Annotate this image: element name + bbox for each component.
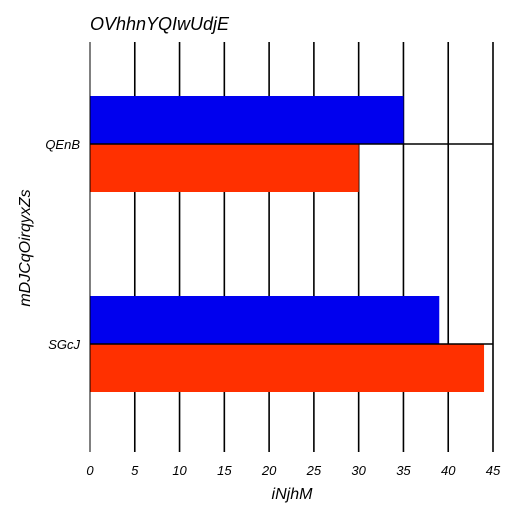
- x-tick-labels: 0 5 10 15 20 25 30 35 40 45: [86, 463, 501, 478]
- x-tick-label-45: 45: [486, 463, 501, 478]
- x-tick-label-20: 20: [261, 463, 277, 478]
- category-reference-lines: [90, 143, 493, 345]
- x-tick-label-0: 0: [86, 463, 94, 478]
- x-axis-label: iNjhM: [272, 486, 314, 503]
- chart-title: OVhhnYQIwUdjE: [90, 14, 230, 34]
- x-tick-label-35: 35: [396, 463, 411, 478]
- bar-sgcj-series-1: [90, 296, 440, 344]
- bar-qenb-series-1: [90, 96, 404, 144]
- x-tick-label-10: 10: [172, 463, 187, 478]
- x-tick-label-15: 15: [217, 463, 232, 478]
- x-tick-label-40: 40: [441, 463, 456, 478]
- bar-qenb-series-2: [90, 144, 359, 192]
- bar-sgcj-series-2: [90, 344, 485, 392]
- y-tick-labels: QEnB SGcJ: [45, 137, 80, 352]
- y-tick-label-sgcj: SGcJ: [48, 337, 80, 352]
- x-tick-label-5: 5: [131, 463, 139, 478]
- x-tick-label-30: 30: [351, 463, 366, 478]
- y-tick-label-qenb: QEnB: [45, 137, 80, 152]
- y-axis-label: mDJCqOirqyxZs: [17, 189, 34, 306]
- bars: [90, 96, 485, 392]
- x-tick-label-25: 25: [306, 463, 322, 478]
